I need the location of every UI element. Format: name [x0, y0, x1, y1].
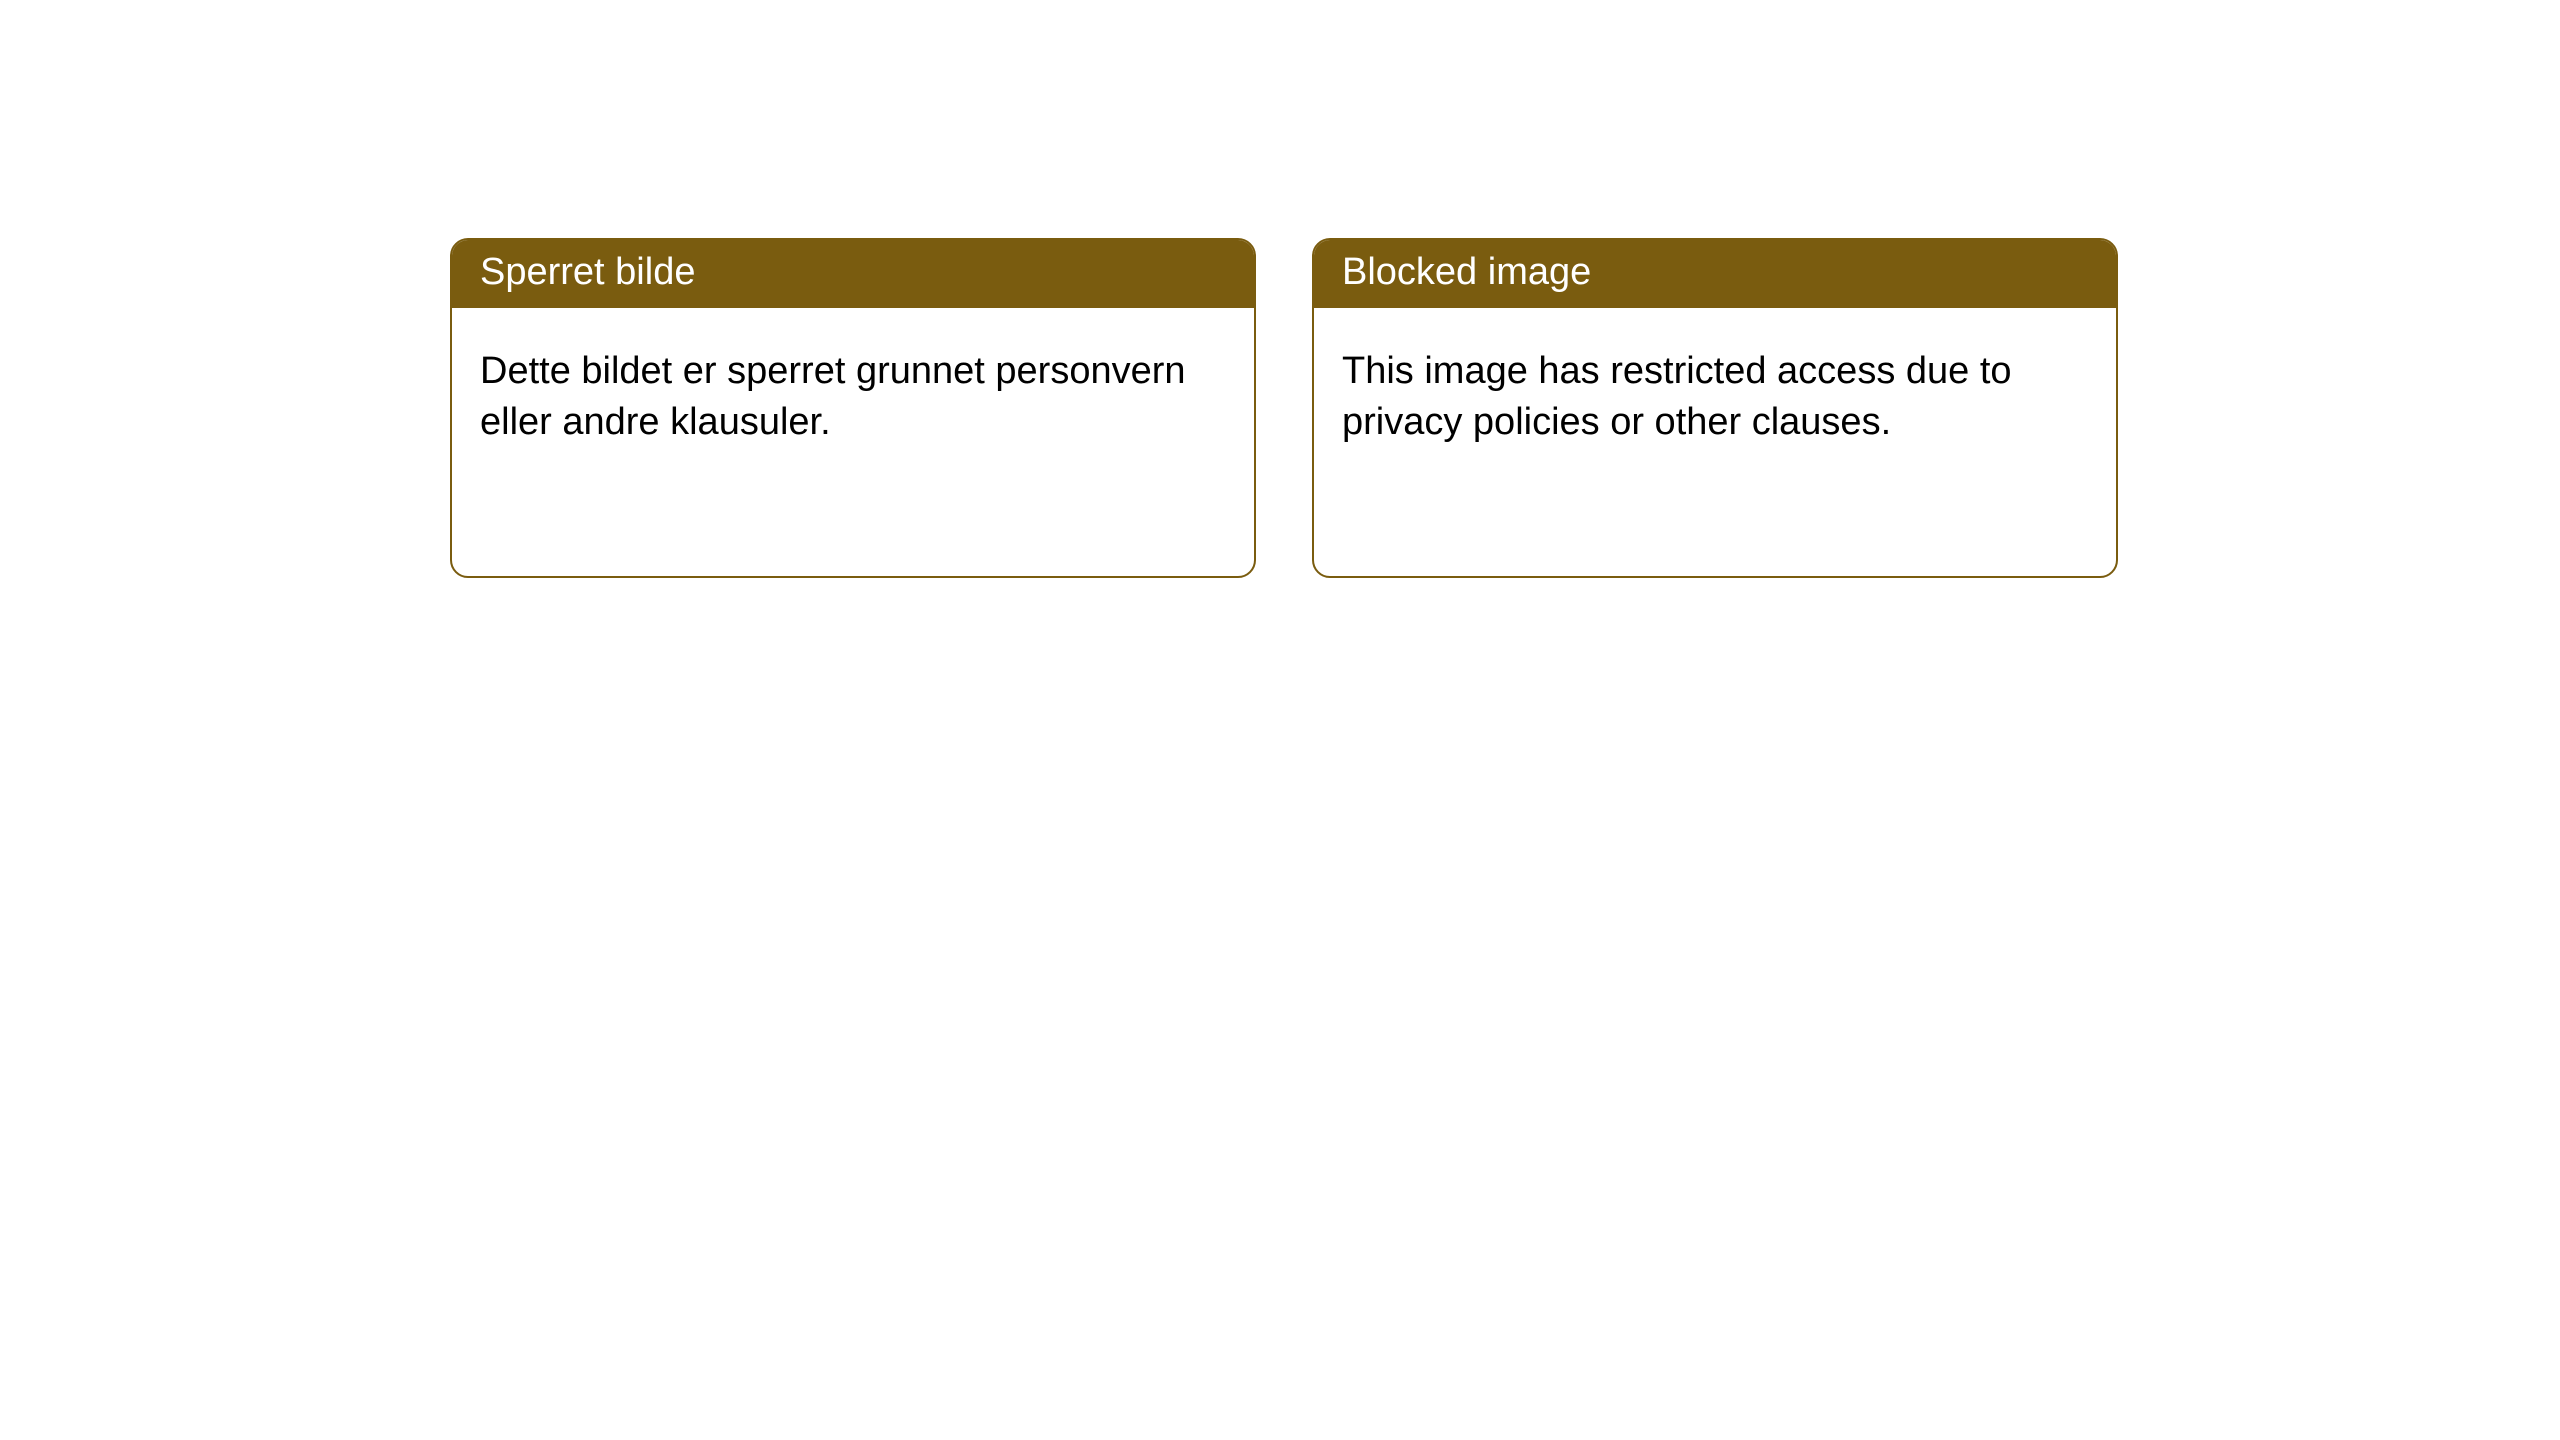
notice-text: Dette bildet er sperret grunnet personve… [480, 350, 1186, 443]
notice-header: Blocked image [1314, 240, 2116, 308]
notice-title: Sperret bilde [480, 251, 695, 293]
notice-card-english: Blocked image This image has restricted … [1312, 238, 2118, 578]
notice-title: Blocked image [1342, 251, 1591, 293]
notice-container: Sperret bilde Dette bildet er sperret gr… [0, 0, 2560, 578]
notice-text: This image has restricted access due to … [1342, 350, 2012, 443]
notice-card-norwegian: Sperret bilde Dette bildet er sperret gr… [450, 238, 1256, 578]
notice-body: This image has restricted access due to … [1314, 308, 2116, 477]
notice-body: Dette bildet er sperret grunnet personve… [452, 308, 1254, 477]
notice-header: Sperret bilde [452, 240, 1254, 308]
